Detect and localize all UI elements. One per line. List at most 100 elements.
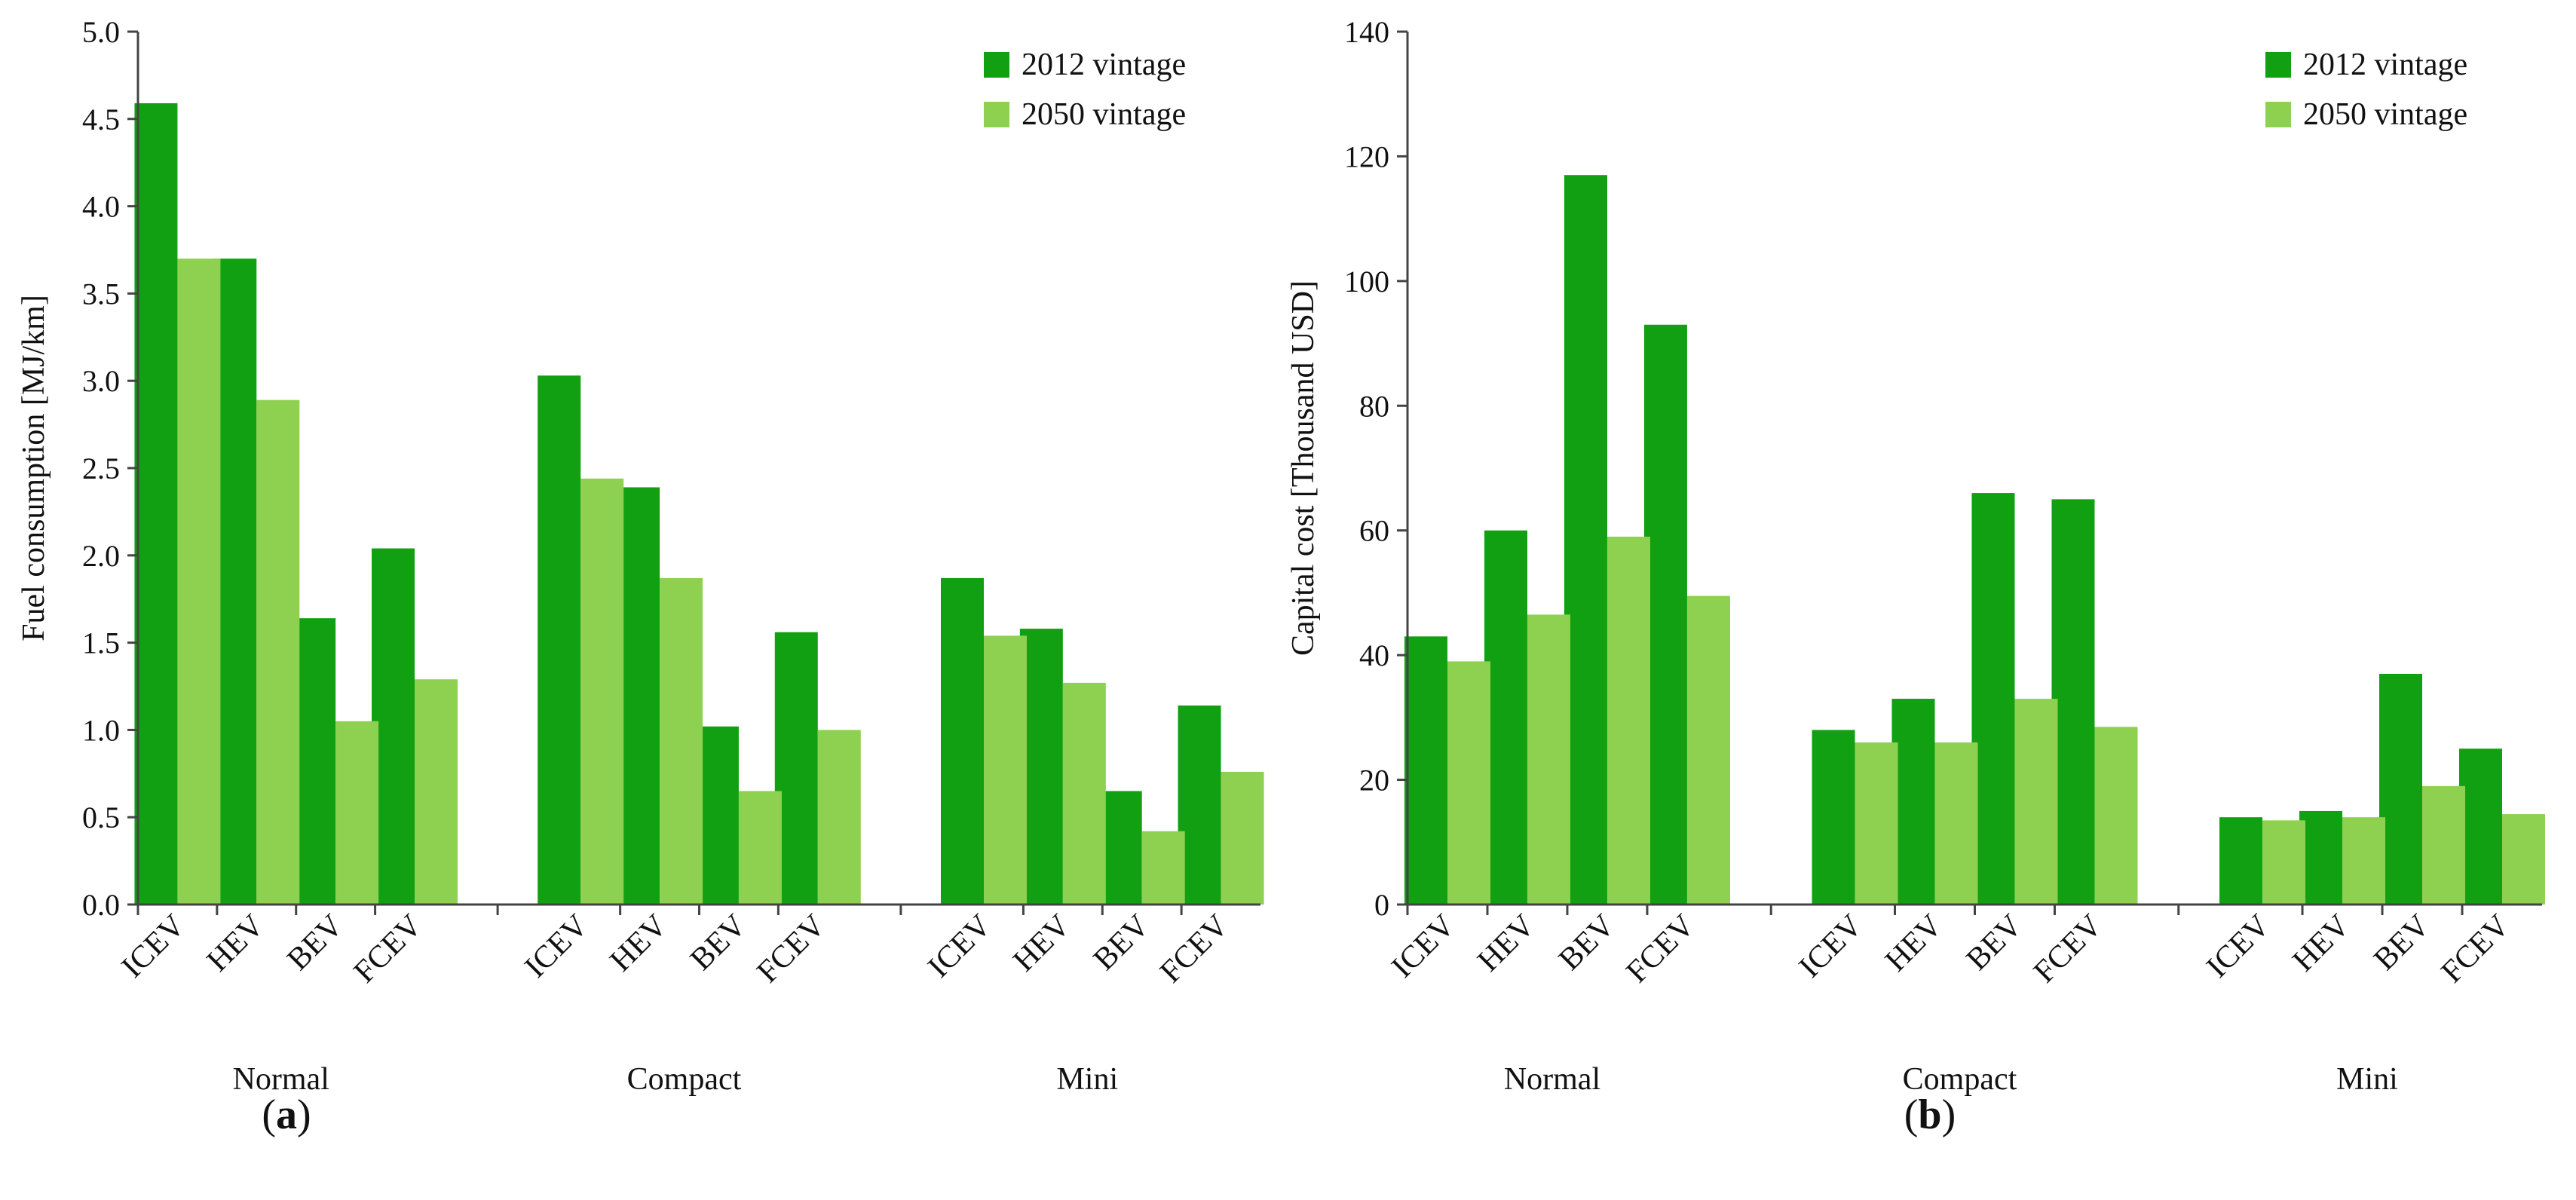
y-tick-label: 1.0 [82, 713, 120, 747]
category-label: BEV [1552, 908, 1622, 978]
y-tick-label: 80 [1359, 389, 1389, 423]
y-tick-label: 5.0 [82, 15, 120, 49]
bar-2050-vintage-ICEV-8 [2262, 820, 2306, 905]
category-label: HEV [2287, 908, 2357, 979]
bar-2012-vintage-BEV-6 [1971, 493, 2015, 905]
bar-2012-vintage-HEV-5 [617, 487, 660, 905]
bar-2012-vintage-HEV-1 [213, 259, 257, 905]
bar-2012-vintage-ICEV-4 [1812, 730, 1855, 905]
bar-2012-vintage-BEV-6 [695, 726, 739, 905]
bar-2012-vintage-HEV-9 [2299, 810, 2343, 905]
group-label: Compact [627, 1062, 742, 1097]
bar-2012-vintage-BEV-2 [1564, 175, 1607, 905]
bar-2050-vintage-BEV-10 [2422, 785, 2466, 905]
bar-2050-vintage-ICEV-8 [983, 635, 1027, 905]
bar-2050-vintage-FCEV-11 [2502, 814, 2546, 905]
category-label: BEV [2367, 908, 2437, 978]
legend-entry: 2012 vintage [2303, 47, 2467, 82]
y-tick-label: 4.5 [82, 103, 120, 136]
category-label: FCEV [1620, 908, 1702, 990]
y-tick-label: 120 [1344, 139, 1389, 173]
bar-2050-vintage-BEV-2 [335, 721, 379, 905]
legend-entry: 2050 vintage [1022, 97, 1186, 132]
legend-entry: 2012 vintage [1022, 47, 1186, 82]
group-label: Mini [2336, 1062, 2398, 1097]
bar-2050-vintage-FCEV-7 [817, 730, 861, 905]
category-label: BEV [1960, 908, 2029, 978]
group-label: Normal [1504, 1062, 1600, 1097]
category-label: HEV [1879, 908, 1950, 979]
category-label: ICEV [1793, 908, 1870, 985]
y-axis-label: Fuel consumption [MJ/km] [17, 295, 51, 641]
bar-2050-vintage-HEV-5 [660, 577, 703, 905]
y-tick-label: 140 [1344, 15, 1389, 49]
y-tick-label: 20 [1359, 764, 1389, 797]
y-tick-label: 60 [1359, 514, 1389, 548]
bar-2012-vintage-FCEV-11 [2459, 748, 2503, 905]
category-label: HEV [1006, 908, 1077, 979]
bar-2012-vintage-ICEV-8 [2219, 817, 2263, 905]
bar-2012-vintage-HEV-9 [1019, 629, 1063, 905]
legend-swatch [2265, 102, 2291, 127]
bar-2012-vintage-HEV-5 [1891, 699, 1935, 905]
legend-entry: 2050 vintage [2303, 97, 2467, 132]
category-label: HEV [201, 908, 271, 979]
group-label: Normal [233, 1062, 329, 1097]
category-label: BEV [1087, 908, 1156, 978]
bar-2012-vintage-ICEV-0 [134, 103, 178, 905]
y-tick-label: 0 [1374, 888, 1389, 922]
panel-label: (a) [262, 1091, 311, 1138]
panel-label: (b) [1904, 1091, 1956, 1138]
y-tick-label: 0.0 [82, 888, 120, 922]
legend-swatch [984, 102, 1009, 127]
bar-2012-vintage-BEV-2 [293, 618, 336, 905]
category-label: HEV [1471, 908, 1542, 979]
y-tick-label: 2.5 [82, 452, 120, 485]
y-tick-label: 4.0 [82, 190, 120, 224]
bar-2050-vintage-BEV-6 [2014, 699, 2058, 905]
bar-2050-vintage-HEV-5 [1934, 742, 1978, 905]
category-label: BEV [684, 908, 753, 978]
y-tick-label: 0.5 [82, 801, 120, 834]
legend-swatch [2265, 52, 2291, 78]
y-tick-label: 1.5 [82, 626, 120, 660]
category-label: HEV [604, 908, 675, 979]
bar-2050-vintage-HEV-9 [1062, 682, 1106, 905]
category-label: BEV [280, 908, 350, 978]
group-label: Compact [1903, 1062, 2017, 1097]
category-label: ICEV [518, 908, 595, 985]
category-label: ICEV [1385, 908, 1462, 985]
y-tick-label: 40 [1359, 638, 1389, 672]
category-label: FCEV [2435, 908, 2516, 990]
bar-2012-vintage-FCEV-3 [372, 548, 415, 905]
bar-2012-vintage-FCEV-11 [1178, 705, 1221, 905]
bar-2050-vintage-HEV-1 [256, 399, 300, 905]
category-label: FCEV [750, 908, 832, 990]
bar-2050-vintage-HEV-9 [2342, 817, 2386, 905]
y-tick-label: 3.0 [82, 364, 120, 398]
bar-2050-vintage-ICEV-4 [580, 478, 624, 905]
bar-2050-vintage-FCEV-7 [2094, 727, 2138, 905]
bar-2012-vintage-ICEV-0 [1404, 636, 1447, 905]
category-label: FCEV [1153, 908, 1235, 990]
bar-2050-vintage-ICEV-0 [177, 259, 221, 905]
bar-2050-vintage-ICEV-0 [1447, 661, 1490, 905]
bar-2050-vintage-FCEV-11 [1221, 771, 1264, 905]
y-tick-label: 2.0 [82, 539, 120, 573]
category-label: ICEV [921, 908, 998, 985]
group-label: Mini [1056, 1062, 1118, 1097]
category-label: FCEV [348, 908, 429, 990]
bar-2050-vintage-HEV-1 [1527, 614, 1570, 905]
bar-2050-vintage-BEV-10 [1141, 831, 1185, 905]
bar-2012-vintage-FCEV-3 [1643, 324, 1687, 905]
category-label: ICEV [115, 908, 192, 985]
bar-2012-vintage-HEV-1 [1484, 530, 1527, 905]
category-label: ICEV [2200, 908, 2277, 985]
bar-2050-vintage-BEV-6 [738, 791, 782, 905]
bar-2050-vintage-BEV-2 [1607, 536, 1650, 905]
bar-2012-vintage-BEV-10 [1098, 791, 1142, 905]
